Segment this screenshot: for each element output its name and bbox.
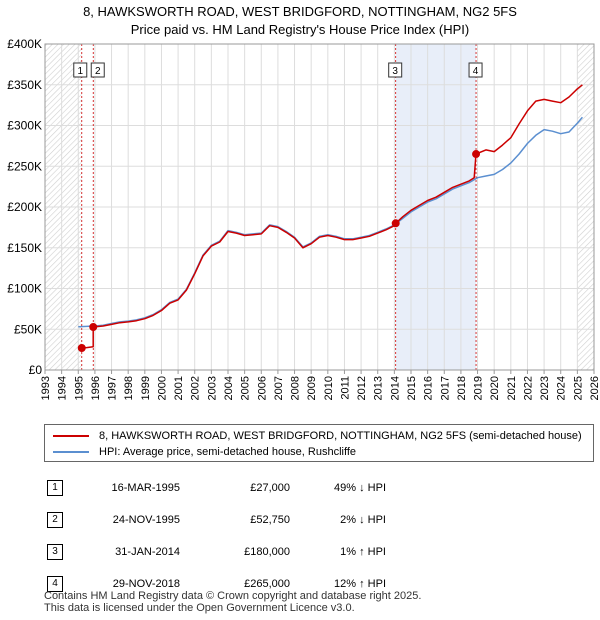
- legend-swatch-property: [53, 435, 89, 437]
- x-tick-label: 1993: [40, 376, 52, 400]
- x-tick-label: 1998: [123, 376, 135, 400]
- x-tick-label: 1997: [107, 376, 119, 400]
- sale-label-text: 3: [392, 66, 398, 77]
- x-tick-label: 2023: [539, 376, 551, 400]
- sale-number: 4: [47, 576, 63, 592]
- price-chart: 1 2 3 4 £0 £50K £100K £150K £200K £250K £300K £350…: [7, 37, 600, 400]
- chart-title: 8, HAWKSWORTH ROAD, WEST BRIDGFORD, NOTT…: [83, 4, 517, 19]
- sale-hpi-diff: 49% ↓ HPI: [334, 482, 386, 494]
- sale-number: 2: [47, 512, 63, 528]
- x-tick-label: 2025: [572, 376, 584, 400]
- x-tick-label: 2021: [506, 376, 518, 400]
- y-tick-label: £50K: [14, 322, 42, 336]
- sale-date: 31-JAN-2014: [115, 546, 180, 558]
- sale-date: 16-MAR-1995: [111, 482, 180, 494]
- table-row: 4 29-NOV-2018 £265,000 12% ↑ HPI: [40, 568, 386, 600]
- sale-date: 24-NOV-1995: [112, 514, 180, 526]
- legend-swatch-hpi: [53, 451, 89, 453]
- sale-label-text: 4: [473, 66, 479, 77]
- sale-price: £265,000: [244, 578, 290, 590]
- sale-number: 3: [47, 544, 63, 560]
- x-tick-label: 2008: [290, 376, 302, 400]
- x-tick-label: 2004: [223, 376, 235, 400]
- sale-label-box: [90, 62, 105, 78]
- x-tick-label: 2002: [190, 376, 202, 400]
- chart-subtitle: Price paid vs. HM Land Registry's House …: [130, 22, 470, 37]
- x-tick-label: 2012: [356, 376, 368, 400]
- x-tick-label: 1995: [73, 376, 85, 400]
- x-tick-label: 2026: [589, 376, 600, 400]
- x-tick-label: 2010: [323, 376, 335, 400]
- table-row: 1 16-MAR-1995 £27,000 49% ↓ HPI: [40, 472, 386, 504]
- sale-price: £27,000: [250, 482, 290, 494]
- y-tick-label: £200K: [7, 200, 42, 214]
- sale-price: £180,000: [244, 546, 290, 558]
- x-tick-label: 2013: [373, 376, 385, 400]
- x-tick-label: 2014: [389, 376, 401, 400]
- y-tick-label: £0: [29, 363, 43, 377]
- x-tick-label: 1994: [57, 376, 69, 400]
- x-tick-label: 2024: [556, 376, 568, 400]
- table-row: 3 31-JAN-2014 £180,000 1% ↑ HPI: [40, 536, 386, 568]
- sale-point: [391, 219, 400, 228]
- legend-item-property: 8, HAWKSWORTH ROAD, WEST BRIDGFORD, NOTT…: [53, 428, 582, 444]
- x-tick-label: 2009: [306, 376, 318, 400]
- sales-table: 1 16-MAR-1995 £27,000 49% ↓ HPI 2 24-NOV…: [40, 472, 386, 600]
- series-line: [81, 84, 583, 349]
- footer-copyright: Contains HM Land Registry data © Crown c…: [44, 590, 422, 602]
- legend-label-hpi: HPI: Average price, semi-detached house,…: [99, 446, 357, 458]
- sale-label-text: 1: [77, 66, 83, 77]
- sale-point: [472, 150, 481, 159]
- x-tick-label: 2007: [273, 376, 285, 400]
- sale-hpi-diff: 2% ↓ HPI: [340, 514, 386, 526]
- sale-label-box: [468, 62, 483, 78]
- y-tick-label: £100K: [7, 282, 42, 296]
- x-tick-label: 2017: [439, 376, 451, 400]
- x-tick-label: 2003: [206, 376, 218, 400]
- x-tick-label: 2000: [156, 376, 168, 400]
- y-tick-label: £350K: [7, 78, 42, 92]
- sale-label-text: 2: [95, 66, 101, 77]
- sale-hpi-diff: 1% ↑ HPI: [340, 546, 386, 558]
- x-tick-label: 2022: [522, 376, 534, 400]
- table-row: 2 24-NOV-1995 £52,750 2% ↓ HPI: [40, 504, 386, 536]
- x-tick-label: 2019: [473, 376, 485, 400]
- legend: 8, HAWKSWORTH ROAD, WEST BRIDGFORD, NOTT…: [44, 424, 594, 462]
- x-tick-label: 2005: [240, 376, 252, 400]
- sale-date: 29-NOV-2018: [112, 578, 180, 590]
- x-tick-label: 2016: [423, 376, 435, 400]
- x-tick-label: 2020: [489, 376, 501, 400]
- x-tick-label: 2006: [256, 376, 268, 400]
- legend-label-property: 8, HAWKSWORTH ROAD, WEST BRIDGFORD, NOTT…: [99, 430, 582, 442]
- x-tick-label: 1999: [140, 376, 152, 400]
- y-tick-label: £250K: [7, 159, 42, 173]
- sale-price: £52,750: [250, 514, 290, 526]
- x-tick-label: 2015: [406, 376, 418, 400]
- plot-frame: [44, 43, 595, 371]
- sale-point: [89, 323, 98, 332]
- sale-label-box: [388, 62, 403, 78]
- x-tick-label: 2001: [173, 376, 185, 400]
- footer: Contains HM Land Registry data © Crown c…: [44, 590, 421, 614]
- x-tick-label: 1996: [90, 376, 102, 400]
- y-tick-label: £150K: [7, 241, 42, 255]
- sale-number: 1: [47, 480, 63, 496]
- x-tick-label: 2011: [339, 376, 351, 400]
- sale-label-box: [73, 62, 88, 78]
- sale-point: [77, 343, 86, 352]
- x-tick-label: 2018: [456, 376, 468, 400]
- footer-licence: This data is licensed under the Open Gov…: [44, 602, 355, 614]
- legend-item-hpi: HPI: Average price, semi-detached house,…: [53, 444, 356, 460]
- y-tick-label: £300K: [7, 119, 42, 133]
- y-tick-label: £400K: [7, 37, 42, 51]
- series-line: [78, 116, 583, 328]
- sale-hpi-diff: 12% ↑ HPI: [334, 578, 386, 590]
